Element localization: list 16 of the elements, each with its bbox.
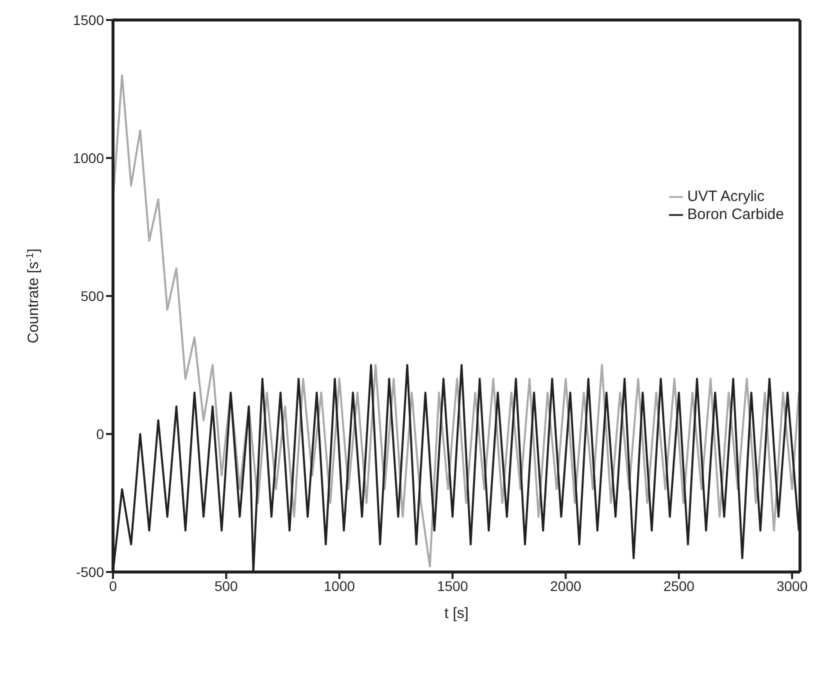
x-tick-label: 1500 bbox=[436, 578, 468, 594]
x-tick-label: 2000 bbox=[550, 578, 582, 594]
x-axis-title: t [s] bbox=[444, 605, 469, 622]
line-series bbox=[113, 74, 800, 568]
y-tick-label: 1000 bbox=[72, 150, 104, 166]
y-tick-label: -500 bbox=[76, 564, 104, 580]
x-tick-label: 1000 bbox=[324, 578, 356, 594]
y-tick-label: 1500 bbox=[72, 12, 104, 28]
legend-label: Boron Carbide bbox=[687, 206, 784, 223]
y-tick-label: 500 bbox=[80, 288, 104, 304]
x-tick-label: 500 bbox=[214, 578, 238, 594]
x-tick-label: 2500 bbox=[663, 578, 695, 594]
x-tick-label: 3000 bbox=[776, 578, 808, 594]
y-tick-label: 0 bbox=[96, 426, 104, 442]
x-tick-label: 0 bbox=[109, 578, 118, 594]
legend-label: UVT Acrylic bbox=[687, 188, 764, 205]
